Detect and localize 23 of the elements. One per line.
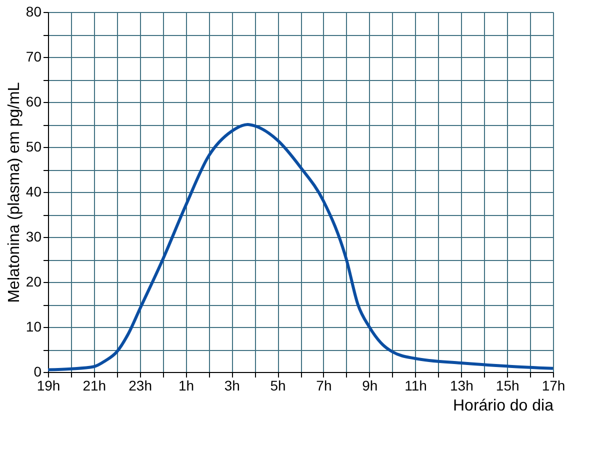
y-tick-label: 70 [26,48,42,64]
x-tick-label: 7h [316,378,332,394]
x-tick-label: 21h [82,378,106,394]
x-tick-label: 5h [270,378,286,394]
x-axis-title: Horário do dia [453,398,554,414]
x-tick-label: 23h [128,378,152,394]
x-tick-label: 3h [224,378,240,394]
x-tick-label: 13h [450,378,474,394]
y-tick-label: 80 [26,4,42,20]
x-tick-label: 1h [178,378,194,394]
x-tick-label: 9h [362,378,378,394]
x-tick-label: 15h [496,378,520,394]
y-tick-label: 10 [26,318,42,334]
y-tick-label: 60 [26,94,42,110]
y-tick-label: 0 [34,364,42,380]
y-tick-label: 50 [26,138,42,154]
x-tick-label: 19h [36,378,60,394]
y-tick-label: 30 [26,228,42,244]
x-tick-label: 11h [404,378,427,394]
y-tick-label: 40 [26,184,42,200]
x-tick-label: 17h [542,378,566,394]
y-axis-title: Melatonina (plasma) em pg/mL [6,82,23,303]
y-tick-label: 20 [26,274,42,290]
